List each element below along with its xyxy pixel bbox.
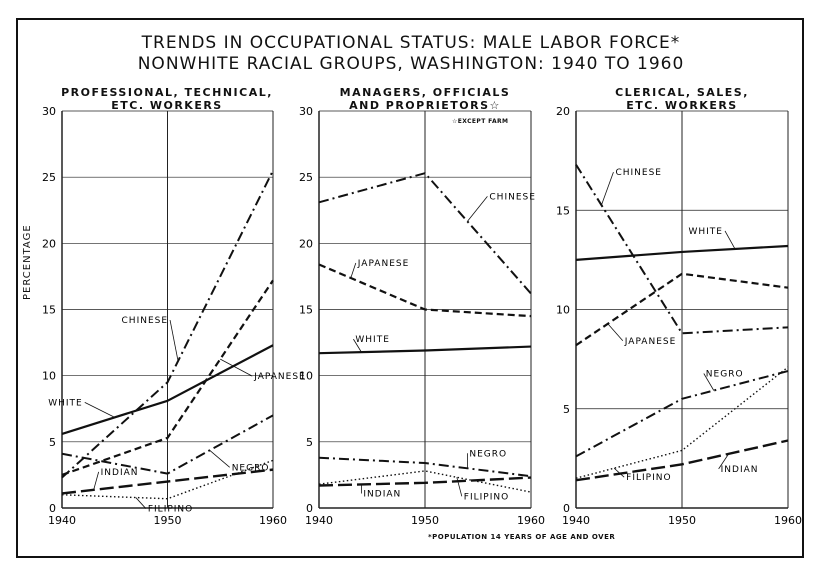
except-farm-note: ☆EXCEPT FARM xyxy=(452,118,509,125)
panel-title-managers: MANAGERS, OFFICIALS AND PROPRIETORS☆ xyxy=(318,86,532,112)
series-label-chinese: CHINESE xyxy=(615,168,662,178)
y-tick-label: 15 xyxy=(42,304,56,317)
series-label-white: WHITE xyxy=(355,335,390,345)
y-tick-label: 5 xyxy=(563,403,570,416)
series-line-chinese xyxy=(61,170,274,479)
y-tick-label: 25 xyxy=(42,171,56,184)
y-tick-label: 20 xyxy=(42,237,56,250)
series-line-filipino xyxy=(575,366,789,479)
x-tick-label: 1940 xyxy=(48,514,76,527)
series-label-indian: INDIAN xyxy=(101,468,139,478)
series-label-negro: NEGRO xyxy=(706,369,744,379)
series-label-japanese: JAPANESE xyxy=(357,259,409,269)
label-leader xyxy=(135,497,147,509)
series-line-chinese xyxy=(575,164,789,335)
x-tick-label: 1940 xyxy=(562,514,590,527)
label-leader xyxy=(353,338,362,353)
panel-title-clerical: CLERICAL, SALES, ETC. WORKERS xyxy=(575,86,789,112)
series-label-indian: INDIAN xyxy=(721,465,759,475)
y-tick-label: 10 xyxy=(42,370,56,383)
label-leader xyxy=(84,401,115,418)
y-tick-label: 20 xyxy=(299,237,313,250)
series-line-filipino xyxy=(61,459,274,500)
series-label-indian: INDIAN xyxy=(363,489,401,499)
panel-title-professional-line1: PROFESSIONAL, TECHNICAL, xyxy=(61,86,273,99)
label-leader xyxy=(718,453,729,470)
y-tick-label: 30 xyxy=(299,105,313,118)
series-label-japanese: JAPANESE xyxy=(624,337,676,347)
y-tick-label: 25 xyxy=(299,171,313,184)
label-leader xyxy=(607,323,624,342)
series-label-white: WHITE xyxy=(688,227,723,237)
x-tick-label: 1960 xyxy=(259,514,287,527)
panel-title-clerical-line1: CLERICAL, SALES, xyxy=(615,86,749,99)
x-tick-label: 1940 xyxy=(305,514,333,527)
series-line-negro xyxy=(575,370,789,458)
y-tick-label: 10 xyxy=(299,370,313,383)
x-tick-label: 1950 xyxy=(154,514,182,527)
chart-title-line1: TRENDS IN OCCUPATIONAL STATUS: MALE LABO… xyxy=(141,33,681,53)
series-label-chinese: CHINESE xyxy=(489,192,536,202)
y-tick-label: 0 xyxy=(306,502,313,515)
x-tick-label: 1960 xyxy=(774,514,802,527)
panel-title-professional: PROFESSIONAL, TECHNICAL, ETC. WORKERS xyxy=(60,86,274,112)
series-line-white xyxy=(61,344,274,435)
series-label-filipino: FILIPINO xyxy=(626,473,671,483)
y-tick-label: 15 xyxy=(299,304,313,317)
y-tick-label: 10 xyxy=(556,304,570,317)
series-line-negro xyxy=(61,414,274,475)
x-tick-label: 1960 xyxy=(517,514,545,527)
footnote: *POPULATION 14 YEARS OF AGE AND OVER xyxy=(428,533,616,541)
label-leader xyxy=(209,449,230,468)
label-leader xyxy=(220,358,253,377)
y-tick-label: 5 xyxy=(49,436,56,449)
series-line-japanese xyxy=(61,279,274,476)
label-leader xyxy=(467,196,488,222)
label-leader xyxy=(601,171,614,206)
series-label-negro: NEGRO xyxy=(232,463,270,473)
series-label-filipino: FILIPINO xyxy=(148,505,193,515)
y-tick-label: 0 xyxy=(49,502,56,515)
x-tick-label: 1950 xyxy=(668,514,696,527)
series-label-negro: NEGRO xyxy=(469,449,507,459)
panel-title-managers-line1: MANAGERS, OFFICIALS xyxy=(339,86,511,99)
y-tick-label: 5 xyxy=(306,436,313,449)
series-line-chinese xyxy=(318,172,532,295)
label-leader xyxy=(93,471,100,490)
chart-frame xyxy=(16,18,804,558)
series-label-japanese: JAPANESE xyxy=(253,372,305,382)
label-leader xyxy=(350,262,357,279)
label-leader xyxy=(169,320,179,362)
series-line-japanese xyxy=(575,272,789,347)
y-tick-label: 0 xyxy=(563,502,570,515)
chart-title-line2: NONWHITE RACIAL GROUPS, WASHINGTON: 1940… xyxy=(137,54,685,74)
x-tick-label: 1950 xyxy=(411,514,439,527)
series-label-white: WHITE xyxy=(48,398,83,408)
series-line-japanese xyxy=(318,263,532,318)
y-tick-label: 15 xyxy=(556,204,570,217)
label-leader xyxy=(456,477,463,497)
series-line-indian xyxy=(575,439,789,482)
series-line-negro xyxy=(318,456,532,478)
series-line-white xyxy=(575,244,789,261)
label-leader xyxy=(724,230,736,250)
series-label-filipino: FILIPINO xyxy=(464,492,509,502)
series-line-white xyxy=(318,345,532,355)
label-leader xyxy=(703,373,715,391)
y-tick-label: 30 xyxy=(42,105,56,118)
label-leader xyxy=(613,467,625,478)
panel-title-managers-line2: AND PROPRIETORS☆ xyxy=(349,99,501,112)
y-tick-label: 20 xyxy=(556,105,570,118)
series-line-indian xyxy=(318,476,532,487)
panel-title-professional-line2: ETC. WORKERS xyxy=(111,99,223,112)
series-label-chinese: CHINESE xyxy=(122,316,169,326)
panel-title-clerical-line2: ETC. WORKERS xyxy=(626,99,738,112)
